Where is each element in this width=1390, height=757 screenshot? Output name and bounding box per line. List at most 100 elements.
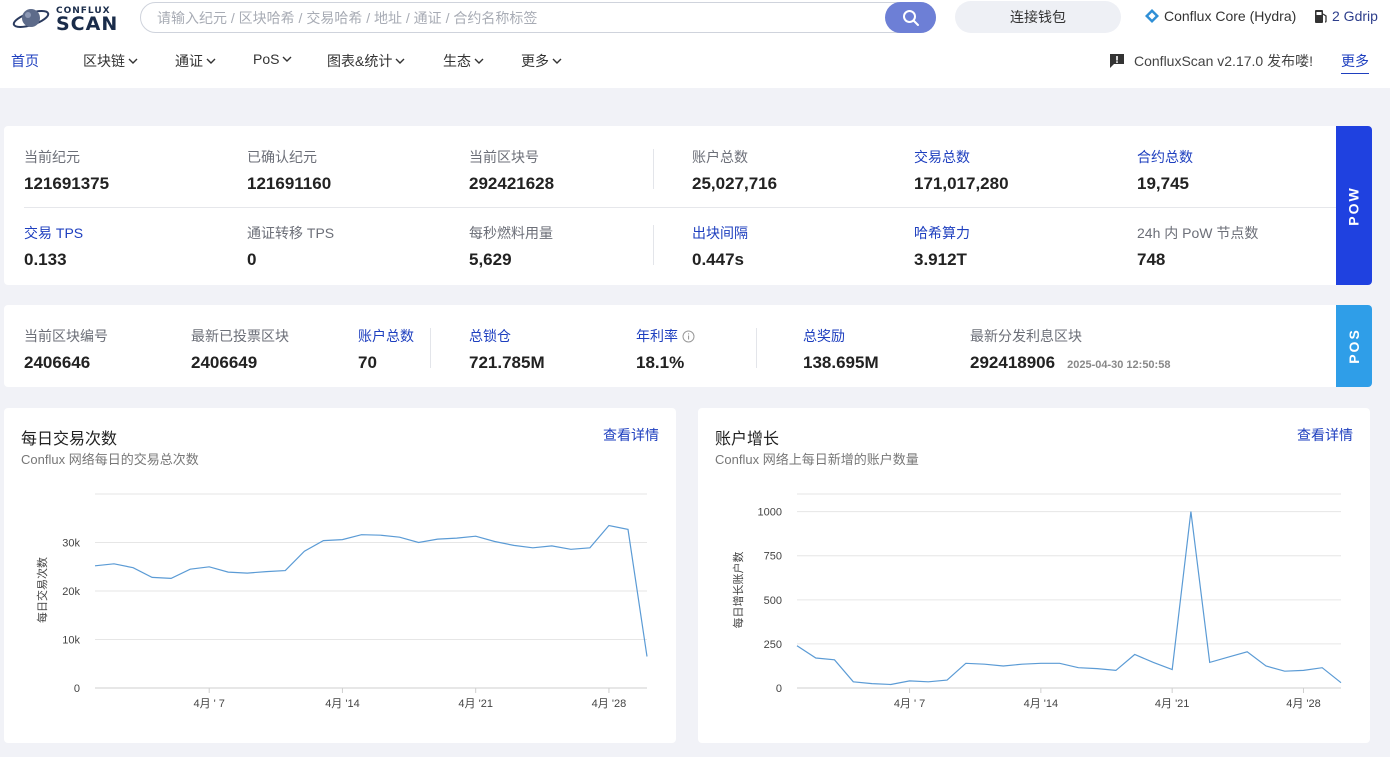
top-header: CONFLUX SCAN 连接钱包 Conflux Core (Hydra) 2… [0,0,1390,88]
nav-blockchain[interactable]: 区块链 [83,51,138,71]
nav-charts[interactable]: 图表&统计 [327,51,405,71]
stat-value: 0.133 [24,250,67,269]
y-tick-label: 10k [62,635,80,647]
stat-value: 3.912T [914,250,967,269]
account-growth-chart: 0 250 500 750 1000 4月 ' 7 4月 '14 4月 '21 4月 '28 每日… [731,493,1342,710]
stat-link-label[interactable]: 哈希算力 [914,225,970,241]
nav-more[interactable]: 更多 [521,51,562,71]
stat-value: 721.785M [469,353,545,372]
gas-price[interactable]: 2 Gdrip [1314,8,1378,24]
stat-gas-per-second: 每秒燃料用量 5,629 [469,223,553,270]
x-tick-label: 4月 '28 [592,698,627,710]
stat-label: 当前区块号 [469,149,539,165]
nav-ecosystem[interactable]: 生态 [443,51,484,71]
pow-stats-card: 当前纪元 121691375 已确认纪元 121691160 当前区块号 292… [4,126,1372,285]
stat-label: 当前区块编号 [24,328,108,344]
column-divider [653,225,654,265]
stat-block-interval[interactable]: 出块间隔 0.447s [692,223,748,270]
stat-link-label[interactable]: 总锁仓 [469,328,511,344]
connect-wallet-button[interactable]: 连接钱包 [955,1,1121,33]
stat-pos-current-block: 当前区块编号 2406646 [24,326,108,373]
nav-blockchain-label: 区块链 [83,53,125,69]
pow-tab[interactable]: POW [1336,126,1372,285]
row-divider [24,207,1336,208]
column-divider [430,328,431,368]
gas-pump-icon [1315,9,1327,23]
stat-pos-apy[interactable]: 年利率 18.1% [636,326,695,373]
stat-link-label[interactable]: 账户总数 [358,328,414,344]
stat-tx-tps[interactable]: 交易 TPS 0.133 [24,223,83,270]
planet-logo-icon [12,9,50,28]
release-notice[interactable]: ConfluxScan v2.17.0 发布喽! [1109,51,1313,71]
stat-pos-accounts[interactable]: 账户总数 70 [358,326,414,373]
pos-tab-label: POS [1345,328,1362,364]
stat-label: 最新已投票区块 [191,328,289,344]
y-tick-label: 1000 [758,507,782,519]
stat-pos-total-rewards[interactable]: 总奖励 138.695M [803,326,879,373]
stat-current-block: 当前区块号 292421628 [469,147,554,194]
stat-pos-total-staked[interactable]: 总锁仓 721.785M [469,326,545,373]
y-axis-label: 每日交易次数 [35,557,49,623]
notice-more-link[interactable]: 更多 [1341,51,1369,74]
chevron-down-icon [474,58,484,64]
stat-total-transactions[interactable]: 交易总数 171,017,280 [914,147,1009,194]
pos-stats-card: 当前区块编号 2406646 最新已投票区块 2406649 账户总数 70 总… [4,305,1372,387]
search-icon [902,9,919,26]
stat-label: 通证转移 TPS [247,225,335,241]
confluxscan-logo[interactable]: CONFLUX SCAN [12,4,118,35]
nav-pos[interactable]: PoS [253,51,292,67]
chart-title: 账户增长 [715,431,780,448]
search-button[interactable] [885,2,936,33]
stat-value: 18.1% [636,353,685,372]
daily-tx-chart-card: 每日交易次数 Conflux 网络每日的交易总次数 查看详情 0 10k 20k 30… [4,408,676,743]
view-details-link[interactable]: 查看详情 [1297,427,1353,443]
stat-value: 0 [247,250,257,269]
nav-home[interactable]: 首页 [11,51,39,71]
chart-subtitle: Conflux 网络上每日新增的账户数量 [715,452,919,467]
announcement-icon [1110,54,1124,68]
stat-value: 121691160 [247,174,332,193]
view-details-link[interactable]: 查看详情 [603,427,659,443]
stat-total-accounts: 账户总数 25,027,716 [692,147,777,194]
account-growth-chart-card: 账户增长 Conflux 网络上每日新增的账户数量 查看详情 0 250 500 75… [698,408,1370,743]
stat-label: 最新分发利息区块 [970,328,1082,344]
y-tick-label: 20k [62,586,80,598]
nav-charts-label: 图表&统计 [327,53,393,69]
y-tick-label: 0 [74,683,80,695]
nav-pos-label: PoS [253,51,280,67]
stat-value: 2406649 [191,353,258,372]
stat-label: 24h 内 PoW 节点数 [1137,225,1259,241]
reward-block-number[interactable]: 292418906 [970,353,1056,372]
y-tick-label: 750 [764,551,782,563]
nav-home-label: 首页 [11,53,39,69]
stat-link-label[interactable]: 出块间隔 [692,225,748,241]
network-selector[interactable]: Conflux Core (Hydra) [1145,8,1296,24]
nav-tokens[interactable]: 通证 [175,51,216,71]
stat-current-epoch: 当前纪元 121691375 [24,147,109,194]
x-tick-label: 4月 ' 7 [894,698,925,710]
info-icon[interactable] [682,330,695,343]
stat-confirmed-epoch: 已确认纪元 121691160 [247,147,331,194]
stat-value: 0.447s [692,250,744,269]
stat-total-contracts[interactable]: 合约总数 19,745 [1137,147,1193,194]
nav-more-label: 更多 [521,53,549,69]
stat-hashrate[interactable]: 哈希算力 3.912T [914,223,970,270]
stat-value: 2406646 [24,353,91,372]
stat-link-label[interactable]: 交易 TPS [24,225,84,241]
stat-link-label[interactable]: 总奖励 [803,328,845,344]
search-input[interactable] [157,3,877,32]
x-tick-label: 4月 '21 [1155,698,1190,710]
series-line [94,524,648,657]
x-tick-label: 4月 '14 [325,698,360,710]
x-tick-label: 4月 '14 [1024,698,1059,710]
stat-link-label[interactable]: 合约总数 [1137,149,1193,165]
chevron-down-icon [395,58,405,64]
logo-text-conflux: CONFLUX [56,6,111,16]
series-line [796,511,1342,686]
pos-tab[interactable]: POS [1336,305,1372,387]
stat-link-label[interactable]: 年利率 [636,326,695,346]
stat-link-label[interactable]: 交易总数 [914,149,970,165]
x-tick-label: 4月 '28 [1286,698,1321,710]
gas-price-label: 2 Gdrip [1332,8,1378,24]
y-tick-label: 500 [764,595,782,607]
